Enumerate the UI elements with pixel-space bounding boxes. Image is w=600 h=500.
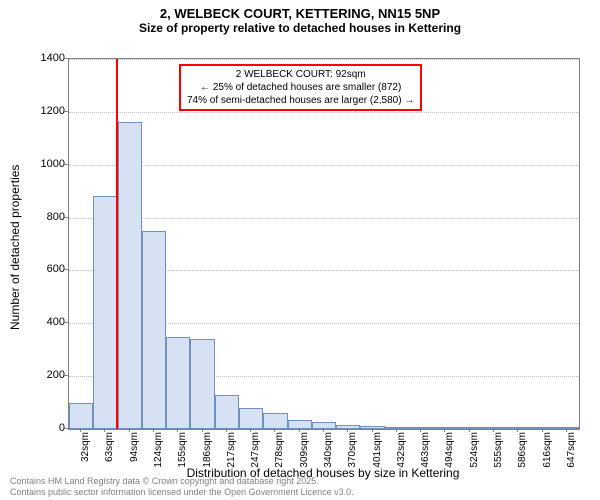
x-tick-mark: [129, 428, 130, 432]
histogram-bar: [555, 427, 579, 429]
x-tick-label: 616sqm: [542, 432, 553, 472]
plot-area: 2 WELBECK COURT: 92sqm ← 25% of detached…: [68, 58, 580, 430]
x-tick-mark: [566, 428, 567, 432]
y-tick-mark: [64, 375, 68, 376]
grid-line: [69, 112, 579, 113]
x-tick-label: 94sqm: [129, 432, 140, 472]
histogram-bar: [458, 427, 482, 429]
x-tick-mark: [372, 428, 373, 432]
x-tick-mark: [299, 428, 300, 432]
histogram-bar: [530, 427, 554, 429]
x-tick-mark: [153, 428, 154, 432]
footer-line-1: Contains HM Land Registry data © Crown c…: [10, 476, 354, 487]
histogram-bar: [360, 426, 384, 429]
y-tick-mark: [64, 111, 68, 112]
grid-line: [69, 218, 579, 219]
y-tick-label: 1400: [35, 52, 65, 64]
grid-line: [69, 165, 579, 166]
y-tick-mark: [64, 58, 68, 59]
x-tick-label: 494sqm: [444, 432, 455, 472]
x-tick-mark: [80, 428, 81, 432]
histogram-bar: [288, 420, 312, 429]
x-tick-label: 370sqm: [347, 432, 358, 472]
x-tick-label: 186sqm: [202, 432, 213, 472]
x-tick-label: 647sqm: [566, 432, 577, 472]
x-tick-mark: [274, 428, 275, 432]
histogram-bar: [239, 408, 263, 429]
x-tick-mark: [420, 428, 421, 432]
y-tick-mark: [64, 428, 68, 429]
histogram-bar: [409, 427, 433, 429]
y-tick-label: 0: [35, 422, 65, 434]
histogram-bar: [93, 196, 117, 429]
y-tick-mark: [64, 217, 68, 218]
x-tick-label: 155sqm: [177, 432, 188, 472]
histogram-bar: [69, 403, 93, 429]
histogram-bar: [433, 427, 457, 429]
annotation-line-3: 74% of semi-detached houses are larger (…: [187, 94, 414, 107]
annotation-line-1: 2 WELBECK COURT: 92sqm: [187, 68, 414, 81]
y-tick-label: 400: [35, 316, 65, 328]
y-tick-mark: [64, 269, 68, 270]
y-tick-label: 1000: [35, 158, 65, 170]
y-tick-label: 800: [35, 211, 65, 223]
chart-title: 2, WELBECK COURT, KETTERING, NN15 5NP: [0, 0, 600, 21]
x-tick-label: 124sqm: [153, 432, 164, 472]
x-tick-mark: [347, 428, 348, 432]
annotation-line-2: ← 25% of detached houses are smaller (87…: [187, 81, 414, 94]
x-tick-mark: [517, 428, 518, 432]
chart-container: 2, WELBECK COURT, KETTERING, NN15 5NP Si…: [0, 0, 600, 500]
histogram-bar: [506, 427, 530, 429]
x-tick-label: 463sqm: [420, 432, 431, 472]
y-axis-label: Number of detached properties: [8, 165, 22, 330]
x-tick-label: 432sqm: [396, 432, 407, 472]
footer-line-2: Contains public sector information licen…: [10, 487, 354, 498]
y-tick-mark: [64, 164, 68, 165]
x-tick-mark: [226, 428, 227, 432]
x-tick-label: 247sqm: [250, 432, 261, 472]
x-tick-label: 340sqm: [323, 432, 334, 472]
reference-line: [116, 59, 118, 429]
x-tick-label: 217sqm: [226, 432, 237, 472]
y-tick-mark: [64, 322, 68, 323]
histogram-bar: [215, 395, 239, 429]
x-tick-label: 524sqm: [469, 432, 480, 472]
chart-subtitle: Size of property relative to detached ho…: [0, 21, 600, 39]
x-tick-mark: [493, 428, 494, 432]
x-tick-label: 309sqm: [299, 432, 310, 472]
histogram-bar: [263, 413, 287, 429]
histogram-bar: [118, 122, 142, 429]
x-tick-mark: [542, 428, 543, 432]
x-tick-label: 278sqm: [274, 432, 285, 472]
histogram-bar: [142, 231, 166, 429]
footer-text: Contains HM Land Registry data © Crown c…: [10, 476, 354, 498]
x-tick-label: 586sqm: [517, 432, 528, 472]
x-tick-mark: [250, 428, 251, 432]
histogram-bar: [385, 427, 409, 429]
x-tick-mark: [469, 428, 470, 432]
x-tick-mark: [177, 428, 178, 432]
x-tick-mark: [444, 428, 445, 432]
x-tick-label: 63sqm: [104, 432, 115, 472]
x-tick-label: 401sqm: [372, 432, 383, 472]
x-tick-mark: [202, 428, 203, 432]
x-tick-label: 32sqm: [80, 432, 91, 472]
x-tick-mark: [323, 428, 324, 432]
x-tick-mark: [396, 428, 397, 432]
histogram-bar: [190, 339, 214, 429]
histogram-bar: [166, 337, 190, 430]
x-tick-mark: [104, 428, 105, 432]
y-tick-label: 200: [35, 369, 65, 381]
histogram-bar: [336, 425, 360, 429]
annotation-box: 2 WELBECK COURT: 92sqm ← 25% of detached…: [179, 64, 422, 111]
grid-line: [69, 59, 579, 60]
y-tick-label: 1200: [35, 105, 65, 117]
x-tick-label: 555sqm: [493, 432, 504, 472]
y-tick-label: 600: [35, 263, 65, 275]
